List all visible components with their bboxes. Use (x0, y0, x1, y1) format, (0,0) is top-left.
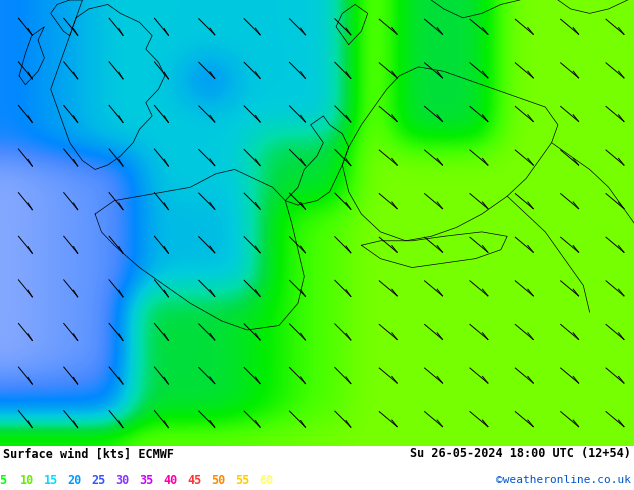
Text: 60: 60 (259, 474, 273, 487)
Text: Su 26-05-2024 18:00 UTC (12+54): Su 26-05-2024 18:00 UTC (12+54) (410, 447, 631, 460)
Text: 25: 25 (92, 474, 106, 487)
Text: 55: 55 (235, 474, 250, 487)
Text: 40: 40 (164, 474, 178, 487)
Text: 15: 15 (44, 474, 58, 487)
Text: 5: 5 (0, 474, 7, 487)
Text: 35: 35 (139, 474, 154, 487)
Text: 20: 20 (68, 474, 82, 487)
Text: Surface wind [kts] ECMWF: Surface wind [kts] ECMWF (3, 447, 174, 460)
Text: 45: 45 (188, 474, 202, 487)
Text: 10: 10 (20, 474, 34, 487)
Text: ©weatheronline.co.uk: ©weatheronline.co.uk (496, 475, 631, 485)
Text: 30: 30 (115, 474, 130, 487)
Text: 50: 50 (211, 474, 226, 487)
